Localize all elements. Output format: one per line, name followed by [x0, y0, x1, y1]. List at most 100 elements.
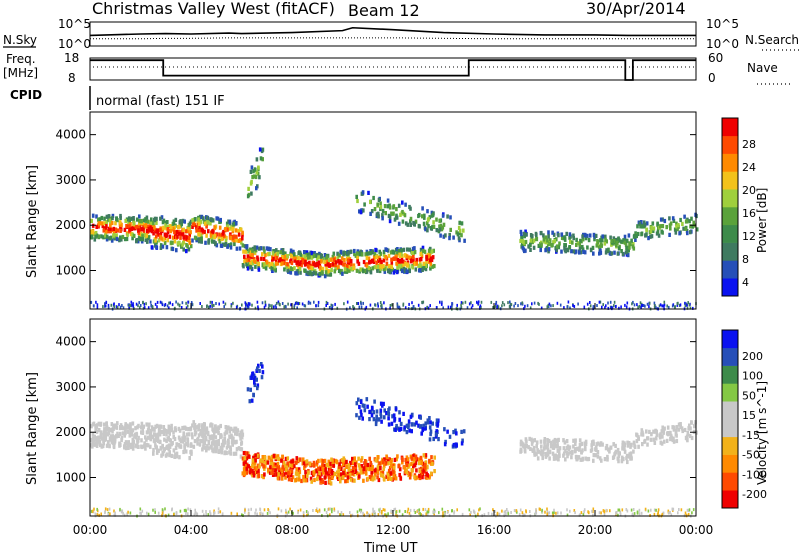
heatmap-cell: [392, 270, 396, 275]
heatmap-cell: [258, 147, 262, 152]
heatmap-cell: [428, 253, 432, 258]
heatmap-cell: [243, 471, 247, 476]
heatmap-cell: [621, 508, 624, 512]
heatmap-cell: [202, 439, 205, 444]
heatmap-cell: [258, 175, 261, 180]
heatmap-cell: [274, 462, 278, 467]
heatmap-cell: [349, 477, 353, 482]
noise-right-tick-bottom: 10^0: [706, 37, 739, 51]
heatmap-cell: [398, 472, 401, 478]
heatmap-cell: [181, 218, 185, 223]
heatmap-cell: [360, 456, 364, 461]
heatmap-cell: [679, 424, 682, 429]
heatmap-cell: [131, 303, 133, 307]
heatmap-cell: [161, 244, 165, 249]
heatmap-cell: [494, 510, 496, 513]
heatmap-cell: [221, 446, 224, 451]
heatmap-cell: [150, 229, 154, 234]
heatmap-cell: [132, 440, 136, 445]
heatmap-cell: [426, 473, 429, 478]
frequency-panel: Freq. [MHz] 18 8 60 0 Nave: [3, 51, 790, 85]
heatmap-cell: [159, 439, 162, 445]
heatmap-cell: [301, 258, 305, 263]
heatmap-cell: [636, 224, 639, 229]
heatmap-cell: [149, 437, 152, 442]
heatmap-cell: [663, 426, 666, 431]
heatmap-cell: [252, 473, 256, 478]
heatmap-cell: [421, 427, 425, 432]
heatmap-cell: [273, 251, 277, 257]
heatmap-cell: [283, 305, 285, 309]
heatmap-cell: [195, 511, 197, 515]
heatmap-cell: [331, 261, 335, 266]
heatmap-cell: [370, 209, 374, 214]
heatmap-cell: [635, 439, 639, 444]
heatmap-cell: [149, 431, 153, 436]
heatmap-cell: [362, 259, 366, 265]
heatmap-cell: [275, 261, 278, 266]
heatmap-cell: [135, 238, 138, 243]
heatmap-cell: [384, 247, 387, 252]
heatmap-cell: [220, 236, 223, 242]
heatmap-cell: [381, 458, 385, 464]
heatmap-cell: [161, 508, 164, 512]
heatmap-cell: [668, 511, 670, 515]
heatmap-cell: [140, 438, 143, 443]
heatmap-cell: [405, 423, 409, 428]
heatmap-cell: [213, 233, 217, 239]
heatmap-cell: [255, 368, 258, 373]
heatmap-cell: [95, 300, 97, 304]
heatmap-cell: [219, 423, 222, 429]
heatmap-cell: [285, 510, 287, 514]
heatmap-cell: [448, 434, 452, 439]
heatmap-cell: [419, 247, 423, 252]
heatmap-cell: [114, 511, 116, 515]
heatmap-cell: [391, 414, 394, 419]
heatmap-cell: [574, 441, 577, 446]
heatmap-cell: [162, 225, 165, 230]
heatmap-cell: [640, 220, 643, 225]
heatmap-cell: [332, 463, 335, 468]
heatmap-cell: [671, 216, 675, 221]
colorbar-swatch: [722, 207, 738, 226]
heatmap-cell: [588, 233, 592, 238]
heatmap-cell: [571, 449, 574, 454]
heatmap-cell: [551, 243, 554, 248]
heatmap-cell: [255, 466, 258, 471]
heatmap-cell: [379, 507, 381, 511]
heatmap-cell: [403, 425, 406, 430]
heatmap-cell: [197, 232, 200, 237]
heatmap-cell: [411, 301, 413, 305]
heatmap-cell: [378, 461, 381, 466]
heatmap-cell: [275, 306, 277, 310]
heatmap-cell: [371, 258, 375, 263]
heatmap-cell: [595, 442, 599, 447]
heatmap-cell: [635, 233, 638, 239]
heatmap-cell: [689, 224, 692, 229]
heatmap-cell: [517, 304, 519, 308]
heatmap-cell: [328, 306, 331, 309]
heatmap-cell: [441, 225, 445, 230]
heatmap-cell: [130, 300, 133, 304]
heatmap-cell: [433, 508, 435, 512]
heatmap-cell: [104, 233, 107, 238]
heatmap-cell: [603, 510, 606, 514]
heatmap-cell: [359, 409, 363, 414]
heatmap-cell: [418, 468, 422, 473]
heatmap-cell: [100, 221, 104, 226]
heatmap-cell: [178, 455, 181, 460]
heatmap-cell: [206, 305, 208, 308]
heatmap-cell: [90, 443, 94, 448]
heatmap-cell: [277, 456, 280, 461]
heatmap-cell: [173, 454, 177, 459]
heatmap-cell: [309, 270, 312, 275]
heatmap-cell: [610, 306, 613, 310]
heatmap-cell: [180, 306, 183, 309]
heatmap-cell: [110, 422, 114, 427]
heatmap-cell: [175, 451, 179, 456]
heatmap-cell: [544, 235, 548, 240]
heatmap-cell: [616, 447, 620, 453]
heatmap-cell: [360, 305, 363, 309]
heatmap-cell: [156, 434, 159, 440]
heatmap-cell: [625, 238, 629, 243]
